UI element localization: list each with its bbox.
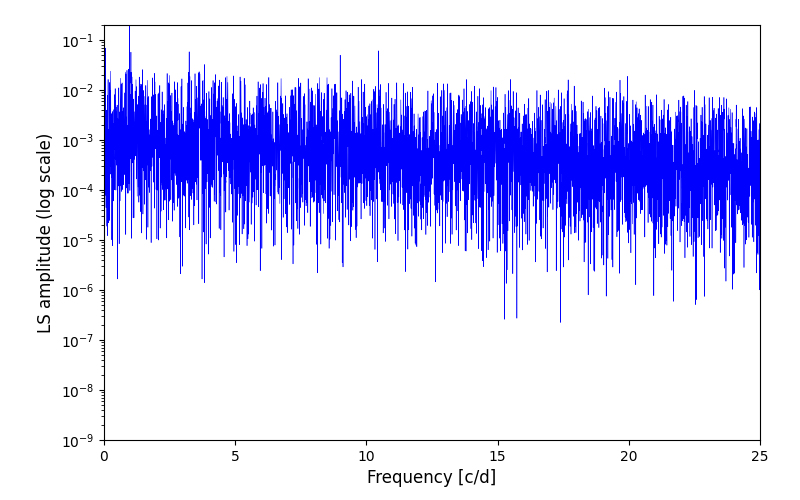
Y-axis label: LS amplitude (log scale): LS amplitude (log scale) — [38, 132, 55, 332]
X-axis label: Frequency [c/d]: Frequency [c/d] — [367, 470, 497, 488]
